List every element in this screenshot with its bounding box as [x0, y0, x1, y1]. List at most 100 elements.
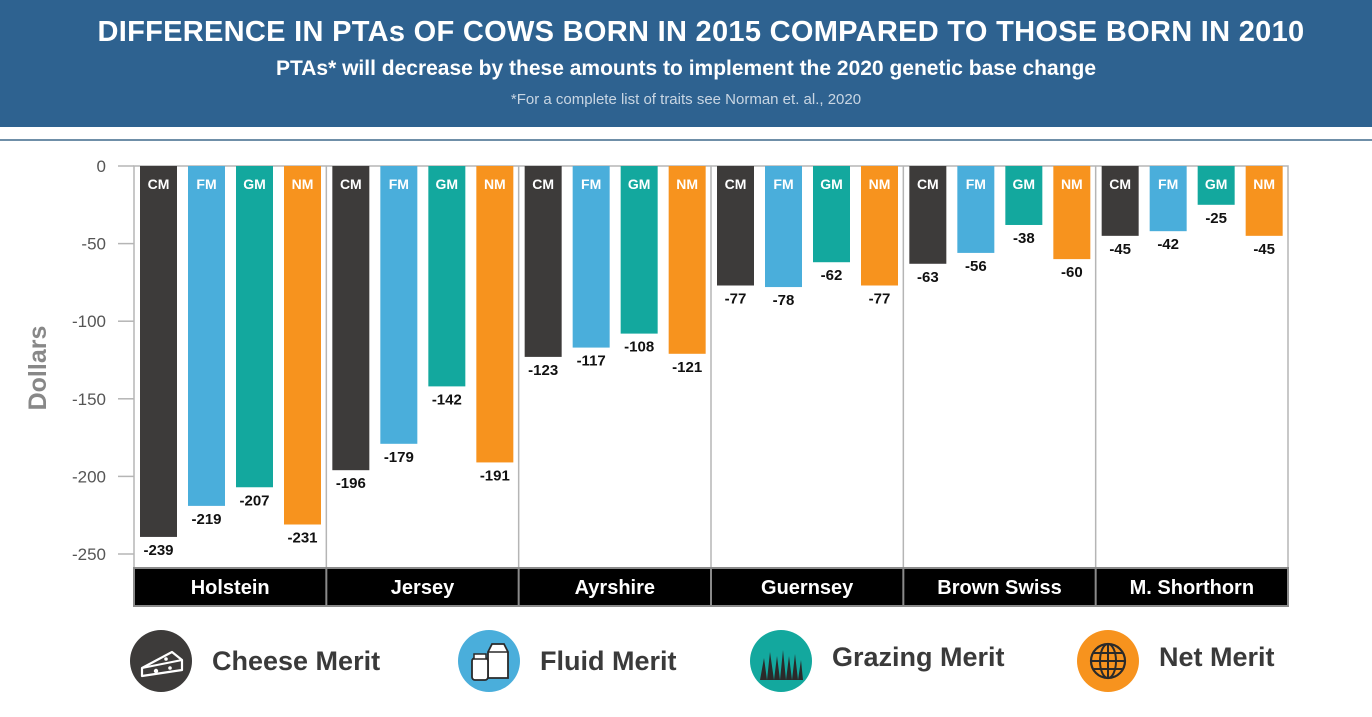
bar-series-label: FM	[1158, 176, 1178, 192]
y-tick-label: -200	[72, 467, 106, 486]
y-tick-label: -50	[81, 235, 106, 254]
bar-series-label: NM	[676, 176, 698, 192]
bar-value-label: -142	[432, 391, 462, 408]
bar-value-label: -77	[869, 291, 891, 308]
bar-value-label: -56	[965, 258, 987, 275]
bar-series-label: CM	[725, 176, 747, 192]
bar-value-label: -63	[917, 269, 939, 286]
bar-value-label: -207	[239, 492, 269, 509]
category-label: Jersey	[391, 577, 455, 599]
bar	[813, 166, 850, 263]
category-band-border	[133, 567, 1289, 607]
bar-value-label: -191	[480, 467, 510, 484]
bar-value-label: -121	[672, 359, 702, 376]
bar-value-label: -45	[1253, 241, 1275, 258]
y-tick-label: -100	[72, 312, 106, 331]
bar	[668, 166, 706, 354]
bar	[1149, 166, 1187, 232]
legend-label: Net Merit	[1159, 642, 1275, 672]
bar	[957, 166, 995, 253]
legend-label: Grazing Merit	[832, 642, 1005, 672]
bar	[476, 166, 514, 463]
bar-value-label: -123	[528, 362, 558, 379]
globe-icon	[1077, 630, 1139, 692]
category-label: M. Shorthorn	[1130, 577, 1254, 599]
bar-series-label: FM	[196, 176, 216, 192]
bar	[1101, 166, 1139, 236]
bar	[380, 166, 418, 444]
bar-series-label: GM	[820, 176, 843, 192]
bar-series-label: NM	[1061, 176, 1083, 192]
bar-value-label: -196	[336, 475, 366, 492]
bar	[236, 166, 273, 488]
legend-label: Cheese Merit	[212, 646, 381, 676]
bar	[284, 166, 321, 525]
bar-value-label: -117	[577, 353, 606, 370]
bar-value-label: -42	[1157, 236, 1179, 253]
bar	[524, 166, 562, 357]
legend-label: Fluid Merit	[540, 646, 677, 676]
bar-chart: 0 -50 -100 -150 -200 -250 Dollars Holstein CM -23…	[24, 157, 1289, 607]
milk-carton-icon	[458, 630, 520, 692]
bar-series-label: FM	[773, 176, 793, 192]
bar	[765, 166, 802, 288]
bar	[861, 166, 898, 286]
chart-subtitle: PTAs* will decrease by these amounts to …	[275, 57, 1097, 80]
bar-series-label: FM	[966, 176, 986, 192]
y-tick-label: -150	[72, 390, 106, 409]
bar	[1005, 166, 1043, 225]
bar-series-label: CM	[148, 176, 170, 192]
grass-icon	[750, 630, 812, 692]
bar-value-label: -239	[143, 542, 173, 559]
bar	[1197, 166, 1235, 205]
bar-series-label: NM	[1253, 176, 1275, 192]
bar-series-label: GM	[436, 176, 459, 192]
category-label: Brown Swiss	[937, 577, 1061, 599]
bar-value-label: -77	[725, 291, 747, 308]
bar-series-label: GM	[1013, 176, 1036, 192]
bar-series-label: NM	[292, 176, 314, 192]
divider	[0, 139, 1372, 141]
bar	[140, 166, 177, 537]
chart-footnote: *For a complete list of traits see Norma…	[510, 91, 862, 108]
bar-value-label: -179	[384, 449, 414, 466]
bar-series-label: NM	[869, 176, 891, 192]
bar-series-label: CM	[532, 176, 554, 192]
y-tick-label: -250	[72, 545, 106, 564]
bar-series-label: GM	[1205, 176, 1228, 192]
category-label: Holstein	[191, 577, 270, 599]
bar-value-label: -60	[1061, 264, 1083, 281]
bar	[620, 166, 658, 334]
y-axis-label: Dollars	[24, 326, 52, 411]
bar-series-label: CM	[1109, 176, 1131, 192]
bar	[572, 166, 610, 348]
y-tick-label: 0	[97, 157, 106, 176]
bar-series-label: CM	[917, 176, 939, 192]
category-label: Ayrshire	[575, 577, 655, 599]
bar-value-label: -78	[773, 292, 795, 309]
bar	[428, 166, 466, 387]
bar-value-label: -231	[287, 530, 317, 547]
bar-series-label: FM	[581, 176, 601, 192]
bar-value-label: -108	[624, 339, 654, 356]
bar	[1053, 166, 1091, 260]
chart-title: DIFFERENCE IN PTAs OF COWS BORN IN 2015 …	[97, 16, 1305, 48]
cheese-icon	[130, 630, 192, 692]
bar-value-label: -25	[1205, 210, 1227, 227]
bar	[332, 166, 370, 471]
bar-value-label: -219	[191, 511, 221, 528]
bar-value-label: -45	[1109, 241, 1131, 258]
bar-series-label: GM	[628, 176, 651, 192]
bar	[717, 166, 754, 286]
bar-series-label: NM	[484, 176, 506, 192]
bar	[188, 166, 225, 506]
header-banner: DIFFERENCE IN PTAs OF COWS BORN IN 2015 …	[0, 0, 1372, 127]
bar-series-label: GM	[243, 176, 266, 192]
bar-series-label: FM	[389, 176, 409, 192]
bar-value-label: -62	[821, 267, 843, 284]
bar	[909, 166, 947, 264]
bar	[1245, 166, 1283, 236]
category-label: Guernsey	[761, 577, 854, 599]
bar-series-label: CM	[340, 176, 362, 192]
bar-value-label: -38	[1013, 230, 1035, 247]
